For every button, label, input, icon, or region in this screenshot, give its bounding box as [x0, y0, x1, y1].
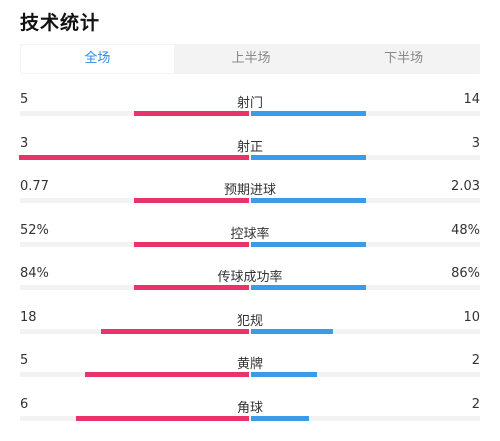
- stat-row: 18 犯规 10: [0, 310, 500, 354]
- stat-track: [20, 198, 480, 203]
- home-value: 5: [20, 92, 29, 107]
- stat-row: 5 黄牌 2: [0, 353, 500, 397]
- stat-row: 3 射正 3: [0, 136, 500, 180]
- stat-track: [20, 241, 480, 247]
- home-value: 0.77: [20, 179, 49, 194]
- stat-row: 6 角球 2: [0, 397, 500, 441]
- away-bar: [251, 241, 366, 247]
- away-value: 3: [471, 135, 480, 151]
- home-value: 52%: [20, 222, 49, 238]
- away-value: 2: [471, 396, 480, 412]
- stat-row: 84% 传球成功率 86%: [0, 266, 500, 310]
- away-bar: [251, 285, 366, 290]
- away-value: 10: [463, 309, 480, 325]
- home-bar: [85, 372, 249, 377]
- away-value: 14: [463, 92, 480, 107]
- stat-row: 5 射门 14: [0, 92, 500, 136]
- stat-label: 犯规: [236, 313, 263, 329]
- stat-row: 0.77 预期进球 2.03: [0, 179, 500, 223]
- home-bar: [76, 415, 249, 421]
- away-value: 48%: [451, 222, 480, 238]
- stat-track: [20, 285, 480, 290]
- home-value: 5: [20, 353, 29, 368]
- away-bar: [251, 198, 366, 203]
- home-value: 3: [20, 135, 29, 151]
- stat-label: 预期进球: [223, 183, 276, 198]
- page-title: 技术统计: [20, 12, 101, 34]
- stat-label: 射门: [236, 96, 263, 111]
- period-tabs: 全场 上半场 下半场: [20, 44, 480, 74]
- home-bar: [101, 328, 249, 334]
- tab-full-match[interactable]: 全场: [21, 45, 174, 73]
- tab-second-half[interactable]: 下半场: [384, 51, 424, 66]
- home-value: 18: [20, 309, 37, 325]
- home-bar: [134, 241, 249, 247]
- away-value: 2: [471, 353, 480, 368]
- stat-label: 控球率: [230, 226, 270, 242]
- stat-row: 52% 控球率 48%: [0, 223, 500, 267]
- stat-label: 传球成功率: [217, 270, 283, 285]
- stat-track: [20, 111, 480, 116]
- home-value: 6: [20, 396, 29, 412]
- away-bar: [251, 372, 317, 377]
- home-bar: [19, 154, 249, 160]
- away-bar: [251, 111, 366, 116]
- away-value: 86%: [451, 266, 480, 281]
- tab-first-half[interactable]: 上半场: [231, 51, 271, 66]
- stat-track: [20, 328, 480, 334]
- home-bar: [134, 111, 249, 116]
- home-bar: [134, 285, 249, 290]
- home-bar: [134, 198, 249, 203]
- away-bar: [251, 154, 366, 160]
- away-value: 2.03: [451, 179, 480, 194]
- away-bar: [251, 415, 309, 421]
- stat-label: 黄牌: [236, 357, 263, 372]
- home-value: 84%: [20, 266, 49, 281]
- stat-track: [20, 154, 480, 160]
- stat-track: [20, 372, 480, 377]
- stat-track: [20, 415, 480, 421]
- stat-label: 角球: [236, 400, 263, 416]
- away-bar: [251, 328, 333, 334]
- stat-label: 射正: [236, 139, 263, 155]
